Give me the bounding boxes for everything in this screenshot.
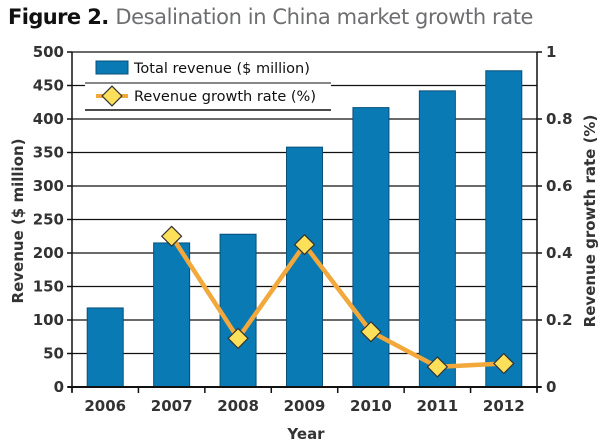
growth-line bbox=[169, 235, 504, 370]
legend: Total revenue ($ million) Revenue growth… bbox=[85, 56, 331, 112]
x-tick-label: 2008 bbox=[217, 397, 259, 415]
left-tick-label: 250 bbox=[33, 211, 64, 229]
figure-label: Figure 2. bbox=[8, 5, 109, 29]
bar bbox=[418, 90, 456, 388]
legend-bar-label: Total revenue ($ million) bbox=[133, 61, 310, 77]
legend-line-label: Revenue growth rate (%) bbox=[134, 89, 316, 105]
left-tick-label: 300 bbox=[33, 177, 64, 195]
right-axis-ticks: 0 0.2 0.4 0.6 0.8 1 bbox=[546, 43, 573, 396]
right-tick-label: 0.6 bbox=[546, 177, 573, 195]
right-tick-label: 0.4 bbox=[546, 244, 573, 262]
left-tick-label: 150 bbox=[33, 278, 64, 296]
left-tick-label: 0 bbox=[54, 378, 64, 396]
x-tick-label: 2011 bbox=[416, 397, 458, 415]
growth-marker bbox=[426, 356, 449, 378]
bar bbox=[286, 146, 323, 388]
axes bbox=[67, 51, 542, 393]
growth-marker bbox=[493, 352, 515, 375]
legend-marker-diamond bbox=[101, 85, 123, 107]
x-tick-label: 2006 bbox=[84, 397, 126, 415]
right-tick-label: 0 bbox=[546, 378, 556, 396]
left-tick-label: 450 bbox=[33, 77, 64, 95]
left-tick-label: 400 bbox=[33, 110, 64, 128]
bar bbox=[153, 242, 191, 388]
left-tick-label: 100 bbox=[33, 311, 64, 329]
right-tick-label: 0.2 bbox=[546, 311, 573, 329]
x-axis-title: Year bbox=[286, 425, 325, 443]
left-tick-label: 500 bbox=[33, 43, 64, 61]
x-axis-ticks: 2006 2007 2008 2009 2010 2011 2012 bbox=[84, 397, 524, 415]
bar bbox=[86, 307, 124, 388]
growth-marker bbox=[360, 320, 382, 343]
chart-title: Figure 2. Desalination in China market g… bbox=[8, 5, 533, 29]
bar bbox=[485, 70, 523, 388]
bar bbox=[352, 107, 390, 388]
x-tick-label: 2007 bbox=[151, 397, 193, 415]
right-axis-title: Revenue growth rate (%) bbox=[581, 115, 599, 328]
x-tick-label: 2010 bbox=[350, 397, 392, 415]
right-tick-label: 1 bbox=[546, 43, 556, 61]
left-tick-label: 50 bbox=[43, 345, 64, 363]
figure-title-text: Desalination in China market growth rate bbox=[115, 5, 534, 29]
growth-marker bbox=[160, 225, 183, 247]
growth-marker bbox=[293, 233, 316, 256]
left-axis-title: Revenue ($ million) bbox=[9, 139, 27, 304]
right-tick-label: 0.8 bbox=[546, 110, 573, 128]
growth-marker bbox=[227, 327, 249, 350]
line-series bbox=[160, 225, 515, 378]
left-tick-label: 200 bbox=[33, 244, 64, 262]
left-tick-label: 350 bbox=[33, 144, 64, 162]
bar bbox=[219, 233, 257, 388]
x-tick-label: 2009 bbox=[284, 397, 326, 415]
bar-series bbox=[86, 70, 523, 388]
left-axis-ticks: 0 50 100 150 200 250 300 350 400 450 500 bbox=[33, 43, 64, 396]
legend-bar-swatch bbox=[95, 60, 129, 75]
x-tick-label: 2012 bbox=[483, 397, 525, 415]
